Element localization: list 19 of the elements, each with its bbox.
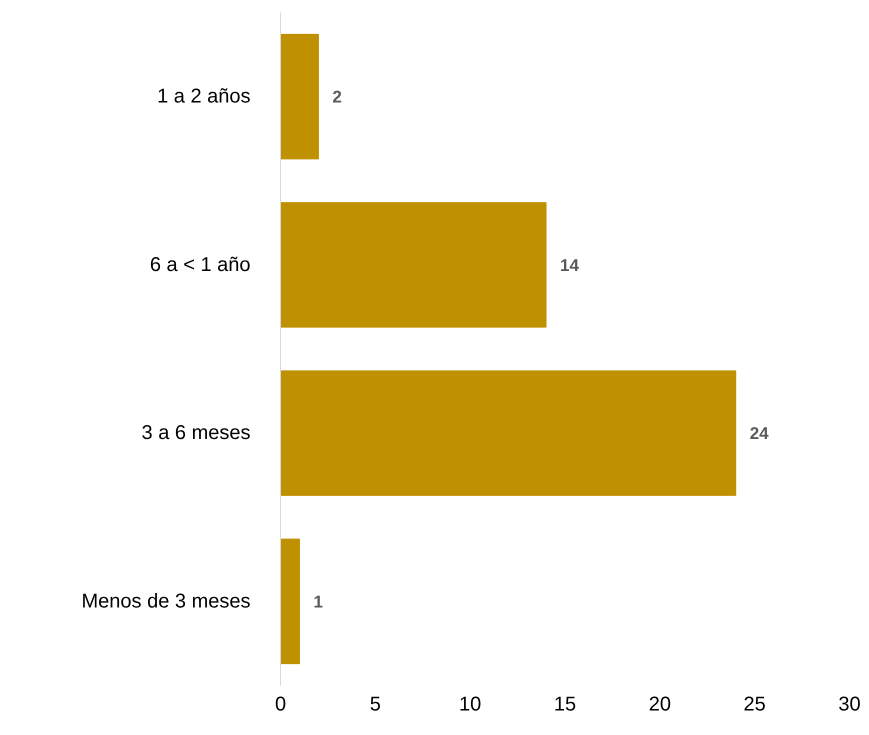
- y-tick-label: 1 a 2 años: [157, 86, 251, 108]
- x-tick-label: 5: [370, 694, 381, 716]
- y-tick-label: 6 a < 1 año: [150, 254, 251, 276]
- data-label: 24: [750, 424, 770, 444]
- data-label: 14: [560, 256, 580, 275]
- bar: [280, 538, 300, 664]
- x-tick-label: 10: [459, 694, 482, 716]
- x-tick-label: 15: [554, 694, 576, 716]
- bar: [280, 34, 319, 160]
- data-label: 1: [313, 592, 323, 612]
- x-tick-label: 30: [838, 694, 861, 716]
- data-label: 2: [332, 88, 342, 107]
- y-tick-label: Menos de 3 meses: [82, 590, 251, 612]
- x-tick-label: 20: [648, 694, 671, 716]
- x-tick-label: 25: [744, 694, 766, 716]
- bar: [280, 202, 547, 328]
- y-tick-label: 3 a 6 meses: [142, 422, 251, 444]
- x-tick-label: 0: [274, 694, 286, 716]
- bar: [280, 370, 736, 496]
